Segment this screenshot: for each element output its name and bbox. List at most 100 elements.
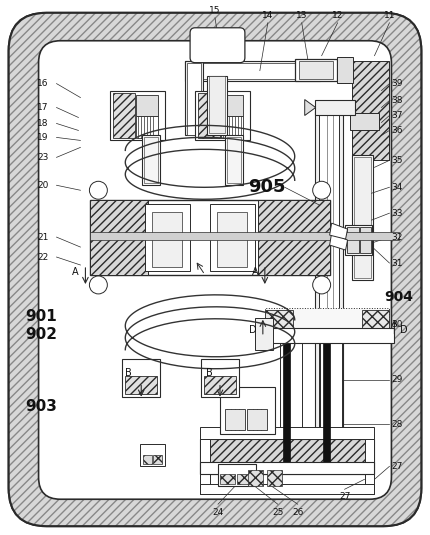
Text: 26: 26 xyxy=(292,508,304,517)
Bar xyxy=(220,475,235,484)
Text: 16: 16 xyxy=(37,79,48,88)
Bar xyxy=(144,137,158,184)
Bar xyxy=(221,95,243,117)
Text: 27: 27 xyxy=(339,492,350,501)
Polygon shape xyxy=(330,223,347,239)
Bar xyxy=(210,204,255,271)
Bar xyxy=(209,75,225,133)
Text: 12: 12 xyxy=(332,11,343,20)
Bar xyxy=(362,310,390,338)
Text: 37: 37 xyxy=(391,111,403,120)
Bar xyxy=(267,470,282,486)
Bar xyxy=(218,464,256,486)
Bar xyxy=(140,445,165,467)
Bar xyxy=(217,212,247,267)
Bar xyxy=(352,60,390,160)
Circle shape xyxy=(313,181,331,199)
Text: 901: 901 xyxy=(26,309,57,324)
Bar xyxy=(280,335,302,475)
Text: 32: 32 xyxy=(391,233,403,242)
Bar xyxy=(220,387,275,434)
Bar xyxy=(200,484,375,494)
Bar xyxy=(204,376,236,394)
Bar xyxy=(265,310,293,338)
Bar xyxy=(353,157,372,278)
Bar xyxy=(359,227,372,253)
Bar xyxy=(225,135,243,185)
Text: 27: 27 xyxy=(391,462,403,471)
Bar xyxy=(299,60,333,79)
Bar xyxy=(198,93,220,139)
Bar xyxy=(90,200,148,275)
Bar xyxy=(125,376,157,394)
Bar xyxy=(258,200,330,275)
Bar xyxy=(255,318,273,350)
Text: 24: 24 xyxy=(212,508,224,517)
Text: A: A xyxy=(72,267,79,277)
Bar xyxy=(352,155,374,280)
Text: 14: 14 xyxy=(262,11,273,20)
Bar xyxy=(347,227,359,253)
Text: 903: 903 xyxy=(26,399,58,414)
Bar xyxy=(315,111,343,439)
Text: D: D xyxy=(249,325,257,335)
Text: 38: 38 xyxy=(391,96,403,105)
Text: 25: 25 xyxy=(272,508,283,517)
Text: 21: 21 xyxy=(37,233,48,242)
Bar xyxy=(283,338,290,472)
FancyBboxPatch shape xyxy=(39,41,391,499)
Bar xyxy=(365,439,375,494)
Bar xyxy=(200,462,375,475)
Bar xyxy=(187,63,318,79)
Text: 905: 905 xyxy=(248,178,286,196)
Bar xyxy=(152,212,182,267)
Bar xyxy=(350,112,379,131)
Bar xyxy=(114,93,135,139)
Text: 17: 17 xyxy=(37,103,48,112)
Circle shape xyxy=(89,276,108,294)
Bar xyxy=(136,95,158,117)
Bar xyxy=(295,59,337,81)
Text: 34: 34 xyxy=(391,183,403,192)
Bar xyxy=(187,63,201,135)
Bar xyxy=(185,60,319,81)
Text: 18: 18 xyxy=(37,119,48,128)
Text: 28: 28 xyxy=(391,420,403,429)
Text: 23: 23 xyxy=(37,153,48,162)
Polygon shape xyxy=(330,233,347,250)
Bar xyxy=(111,90,165,140)
Text: 36: 36 xyxy=(391,126,403,135)
Text: 35: 35 xyxy=(391,156,403,165)
Bar xyxy=(185,60,203,135)
Text: 902: 902 xyxy=(26,327,58,342)
Text: 20: 20 xyxy=(37,181,48,190)
Bar xyxy=(200,439,210,494)
Text: 13: 13 xyxy=(296,11,307,20)
Text: 33: 33 xyxy=(391,209,403,218)
Bar xyxy=(207,75,227,135)
Bar xyxy=(247,409,267,431)
Text: 11: 11 xyxy=(384,11,395,20)
Bar xyxy=(221,117,243,139)
Text: 39: 39 xyxy=(391,79,403,88)
Text: B: B xyxy=(125,368,132,378)
Text: 15: 15 xyxy=(209,6,221,16)
Bar xyxy=(195,90,250,140)
Circle shape xyxy=(313,276,331,294)
Bar xyxy=(344,225,372,255)
Text: 31: 31 xyxy=(391,258,403,268)
Text: 22: 22 xyxy=(37,253,48,262)
FancyBboxPatch shape xyxy=(190,28,245,63)
Bar xyxy=(122,358,160,396)
Text: B: B xyxy=(206,368,212,378)
Bar xyxy=(248,470,263,486)
Bar xyxy=(237,475,252,484)
Bar xyxy=(201,358,239,396)
Bar xyxy=(90,200,330,275)
Bar xyxy=(200,439,375,475)
Bar xyxy=(265,308,390,340)
Bar xyxy=(337,57,353,82)
Text: 30: 30 xyxy=(391,320,403,330)
Bar xyxy=(90,232,399,240)
Bar xyxy=(319,111,338,439)
